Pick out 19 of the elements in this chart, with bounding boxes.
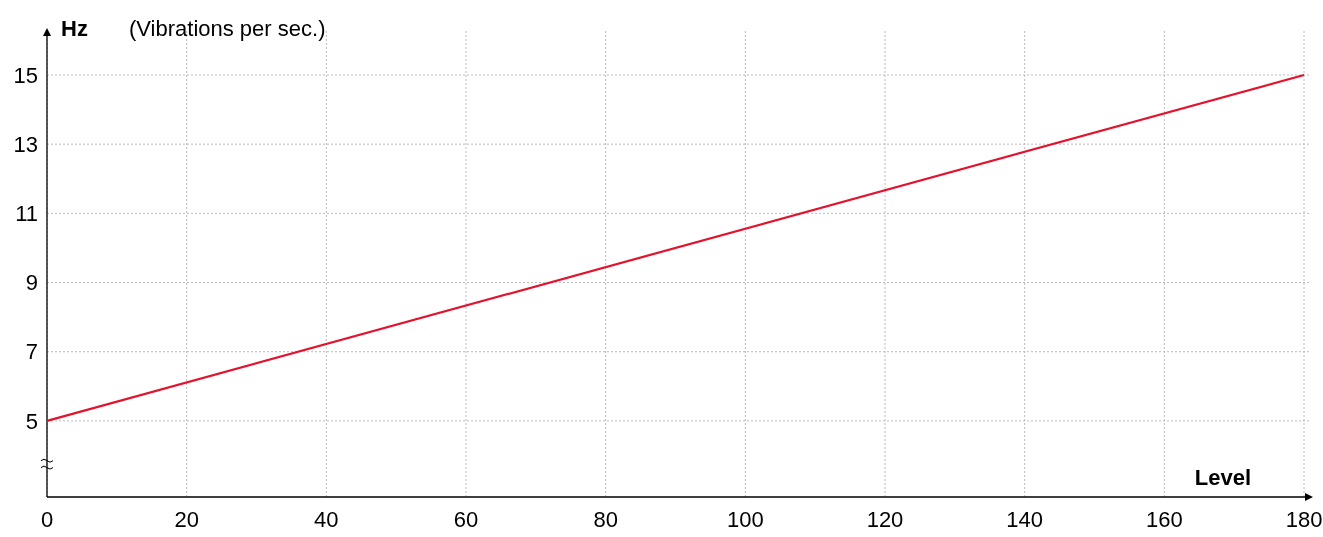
x-tick-label: 80 [593,507,618,532]
x-tick-label: 140 [1006,507,1044,532]
y-tick-label: 5 [25,408,38,434]
x-tick-label: 60 [453,507,479,532]
y-tick-label: 7 [25,339,38,365]
y-tick-label: 13 [13,131,38,157]
x-tick-label: 100 [726,507,764,532]
x-tick-label: 160 [1145,507,1183,532]
x-tick-label: 40 [314,507,339,532]
y-tick-label: 9 [25,270,38,296]
y-tick-label: 15 [13,62,38,88]
x-axis-title: Level [1194,465,1251,490]
x-tick-label: 120 [866,507,904,532]
x-tick-label: 20 [174,507,199,532]
x-tick-label: 0 [40,507,54,532]
y-axis-title: Hz [61,16,88,41]
annotation: (Vibrations per sec.) [129,16,326,41]
y-tick-label: 11 [15,201,38,227]
x-tick-label: 180 [1285,507,1323,532]
